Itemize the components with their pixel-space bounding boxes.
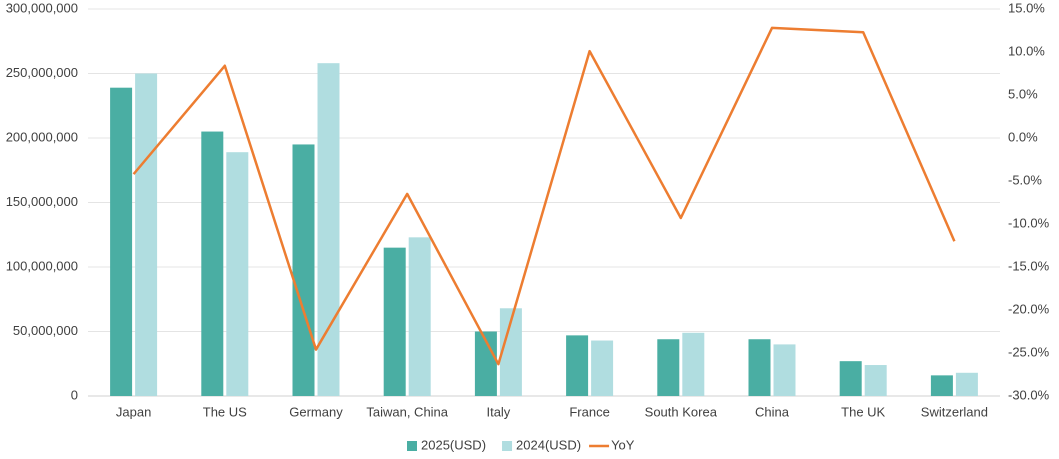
y2-tick-label: -5.0% [1008,172,1042,187]
x-tick-label: Germany [289,404,343,419]
bar [135,73,158,396]
legend-label: 2024(USD) [516,437,581,452]
y-tick-label: 300,000,000 [6,0,78,15]
bar [292,144,315,396]
line-series [132,26,956,366]
y2-tick-label: -20.0% [1008,301,1050,316]
legend-label: 2025(USD) [421,437,486,452]
x-tick-label: The UK [841,404,885,419]
x-tick-label: France [569,404,609,419]
y2-tick-label: -15.0% [1008,258,1050,273]
y-tick-label: 100,000,000 [6,258,78,273]
x-tick-label: China [755,404,790,419]
bar [591,340,614,396]
bar [110,87,133,396]
bar [499,308,522,396]
bar [930,375,953,396]
y2-tick-label: -30.0% [1008,387,1050,402]
legend-swatch [407,441,417,451]
bar [383,247,406,396]
bar [773,344,796,396]
bar [682,332,705,396]
x-tick-label: Italy [486,404,510,419]
bar [657,339,680,396]
y-tick-label: 150,000,000 [6,194,78,209]
x-tick-label: The US [203,404,247,419]
y-tick-label: 200,000,000 [6,129,78,144]
bar [317,63,340,397]
bar [226,152,249,396]
bar [566,335,589,396]
bar [201,131,224,397]
y2-tick-label: 5.0% [1008,86,1038,101]
bar [955,372,978,396]
legend-swatch [502,441,513,451]
x-tick-label: South Korea [645,404,718,419]
x-tick-label: Taiwan, China [366,404,448,419]
bar [839,361,862,396]
y-tick-label: 50,000,000 [13,323,78,338]
y2-tick-label: 10.0% [1008,43,1045,58]
bar [864,365,887,396]
y2-tick-label: -25.0% [1008,344,1050,359]
x-tick-label: Switzerland [921,404,988,419]
bar [748,339,771,396]
y2-tick-label: -10.0% [1008,215,1050,230]
y2-tick-label: 0.0% [1008,129,1038,144]
x-tick-label: Japan [116,404,151,419]
y-tick-label: 250,000,000 [6,65,78,80]
y-tick-label: 0 [71,387,78,402]
legend-label: YoY [611,437,635,452]
bar [408,237,431,396]
y2-tick-label: 15.0% [1008,0,1045,15]
bar [474,331,497,396]
